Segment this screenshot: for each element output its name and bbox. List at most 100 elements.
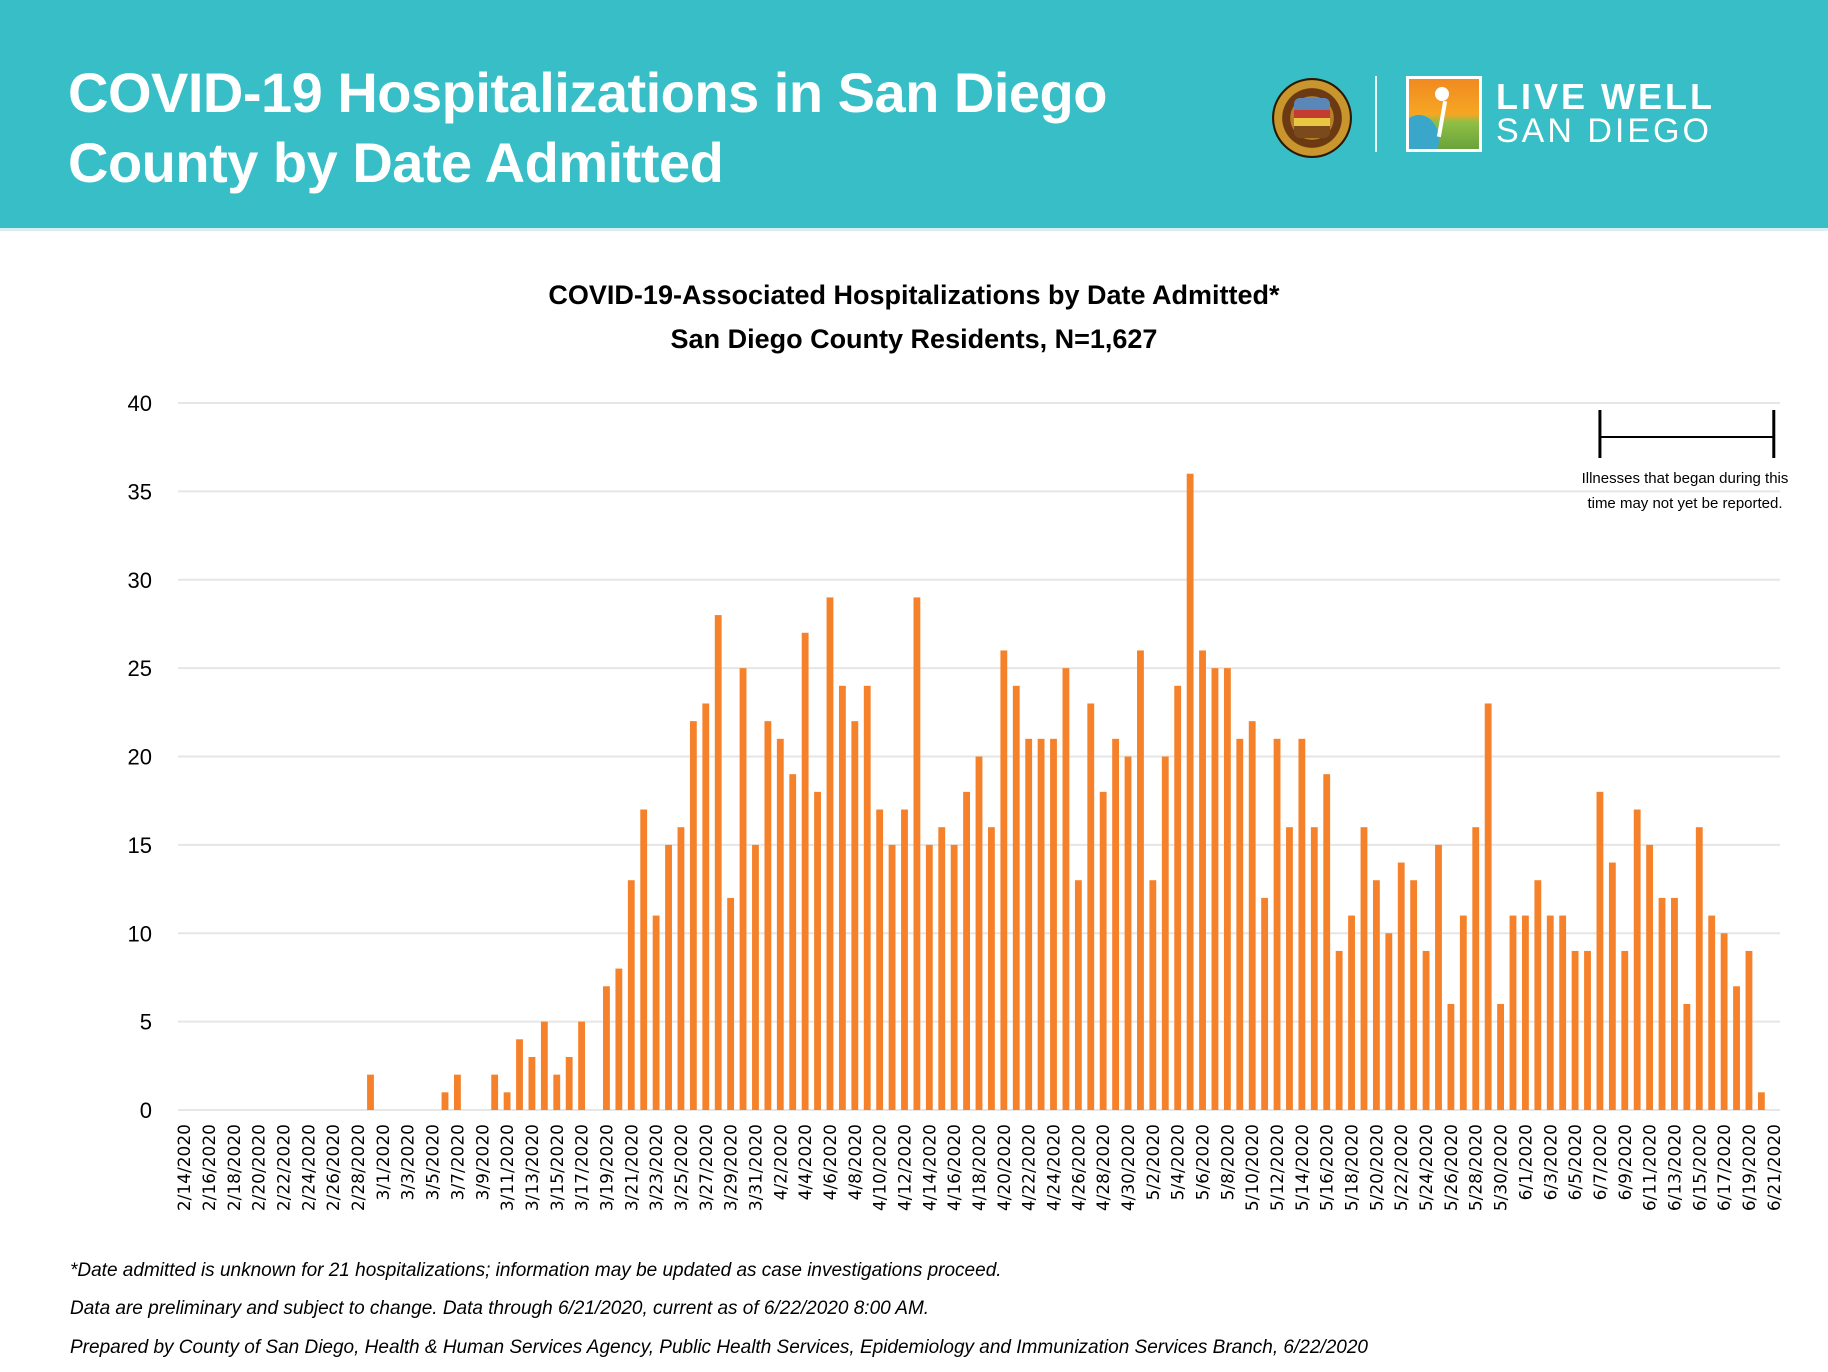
bar xyxy=(801,632,809,1110)
bar xyxy=(491,1074,499,1110)
bar xyxy=(789,774,797,1110)
bar xyxy=(441,1092,449,1110)
bar xyxy=(1621,950,1629,1110)
page-title: COVID-19 Hospitalizations in San Diego C… xyxy=(68,58,1107,198)
x-tick-label: 4/10/2020 xyxy=(871,1124,891,1211)
bar xyxy=(1608,862,1616,1110)
x-tick-label: 3/29/2020 xyxy=(722,1124,742,1211)
bar xyxy=(1633,809,1641,1110)
logo-divider xyxy=(1375,76,1377,152)
x-tick-label: 5/6/2020 xyxy=(1194,1124,1214,1200)
x-tick-label: 3/25/2020 xyxy=(672,1124,692,1211)
y-tick-label: 35 xyxy=(128,479,152,504)
bar xyxy=(1149,880,1157,1110)
x-tick-label: 4/6/2020 xyxy=(821,1124,841,1200)
bar xyxy=(1298,738,1306,1110)
reporting-lag-bracket xyxy=(1598,410,1776,458)
bar xyxy=(615,968,623,1110)
x-tick-label: 6/7/2020 xyxy=(1591,1124,1611,1200)
x-tick-label: 3/9/2020 xyxy=(473,1124,493,1200)
bar xyxy=(1050,738,1057,1110)
bar xyxy=(565,1056,573,1110)
bar xyxy=(950,844,958,1110)
bar xyxy=(764,721,772,1110)
bar xyxy=(1410,880,1418,1110)
bar xyxy=(1074,880,1082,1110)
bar xyxy=(1422,950,1430,1110)
bar xyxy=(1509,915,1517,1110)
bar xyxy=(814,791,821,1110)
bar xyxy=(1559,915,1567,1110)
x-tick-label: 5/2/2020 xyxy=(1144,1124,1164,1200)
live-well-logo-icon xyxy=(1406,76,1482,152)
bar xyxy=(1261,897,1269,1110)
x-tick-label: 3/31/2020 xyxy=(746,1124,766,1211)
bar xyxy=(913,597,921,1110)
bar xyxy=(888,844,896,1110)
x-tick-label: 4/22/2020 xyxy=(1020,1124,1040,1211)
y-tick-label: 0 xyxy=(140,1098,152,1123)
bar xyxy=(1646,844,1654,1110)
bar xyxy=(1447,1003,1455,1110)
x-tick-label: 2/20/2020 xyxy=(250,1124,270,1211)
bar xyxy=(1211,668,1219,1110)
x-tick-label: 3/17/2020 xyxy=(573,1124,593,1211)
chart-title: COVID-19-Associated Hospitalizations by … xyxy=(548,280,1280,310)
bar xyxy=(1695,827,1703,1110)
bar xyxy=(1720,933,1728,1110)
bar xyxy=(1484,703,1492,1110)
x-tick-label: 5/16/2020 xyxy=(1318,1124,1338,1211)
y-tick-label: 5 xyxy=(140,1010,152,1035)
x-tick-label: 4/12/2020 xyxy=(895,1124,915,1211)
x-tick-label: 2/28/2020 xyxy=(349,1124,369,1211)
bar xyxy=(963,791,970,1110)
x-tick-label: 6/5/2020 xyxy=(1566,1124,1586,1200)
bar xyxy=(776,738,784,1110)
x-tick-label: 3/15/2020 xyxy=(548,1124,568,1211)
bar xyxy=(988,827,995,1110)
x-tick-label: 5/26/2020 xyxy=(1442,1124,1462,1211)
x-tick-label: 4/28/2020 xyxy=(1094,1124,1114,1211)
bar xyxy=(1372,880,1380,1110)
bar xyxy=(516,1039,523,1110)
bar xyxy=(503,1092,511,1110)
logo-text-san-diego: SAN DIEGO xyxy=(1496,112,1712,150)
x-tick-label: 6/13/2020 xyxy=(1665,1124,1685,1211)
bar xyxy=(1087,703,1095,1110)
header-banner: COVID-19 Hospitalizations in San Diego C… xyxy=(0,0,1828,231)
bar xyxy=(901,809,908,1110)
bar xyxy=(689,721,697,1110)
bar xyxy=(1037,738,1045,1110)
bar xyxy=(553,1074,561,1110)
bar xyxy=(1199,650,1206,1110)
x-tick-label: 3/1/2020 xyxy=(374,1124,394,1200)
bar xyxy=(1683,1003,1691,1110)
bar xyxy=(975,756,983,1110)
x-tick-label: 5/10/2020 xyxy=(1243,1124,1263,1211)
bar xyxy=(1310,827,1318,1110)
bar xyxy=(1397,862,1405,1110)
y-axis-ticks: 0 5 10 15 20 25 30 35 40 xyxy=(128,391,152,1123)
bar xyxy=(727,897,735,1110)
x-tick-label: 5/20/2020 xyxy=(1367,1124,1387,1211)
y-tick-label: 10 xyxy=(128,921,152,946)
bar xyxy=(702,703,710,1110)
bar xyxy=(1099,791,1107,1110)
footnote-unknown-dates: *Date admitted is unknown for 21 hospita… xyxy=(70,1260,1002,1281)
x-tick-label: 3/13/2020 xyxy=(523,1124,543,1211)
x-tick-label: 4/18/2020 xyxy=(970,1124,990,1211)
bar xyxy=(1435,844,1442,1110)
x-tick-label: 5/12/2020 xyxy=(1268,1124,1288,1211)
x-tick-label: 3/11/2020 xyxy=(498,1124,518,1211)
x-tick-label: 2/24/2020 xyxy=(299,1124,319,1211)
bar xyxy=(876,809,884,1110)
bar xyxy=(863,685,871,1110)
bar xyxy=(367,1074,374,1110)
bar xyxy=(1348,915,1355,1110)
bar xyxy=(1571,950,1579,1110)
logo-text-live-well: LIVE WELL xyxy=(1496,76,1715,117)
x-tick-label: 4/26/2020 xyxy=(1069,1124,1089,1211)
x-tick-label: 4/4/2020 xyxy=(796,1124,816,1200)
bar xyxy=(752,844,759,1110)
